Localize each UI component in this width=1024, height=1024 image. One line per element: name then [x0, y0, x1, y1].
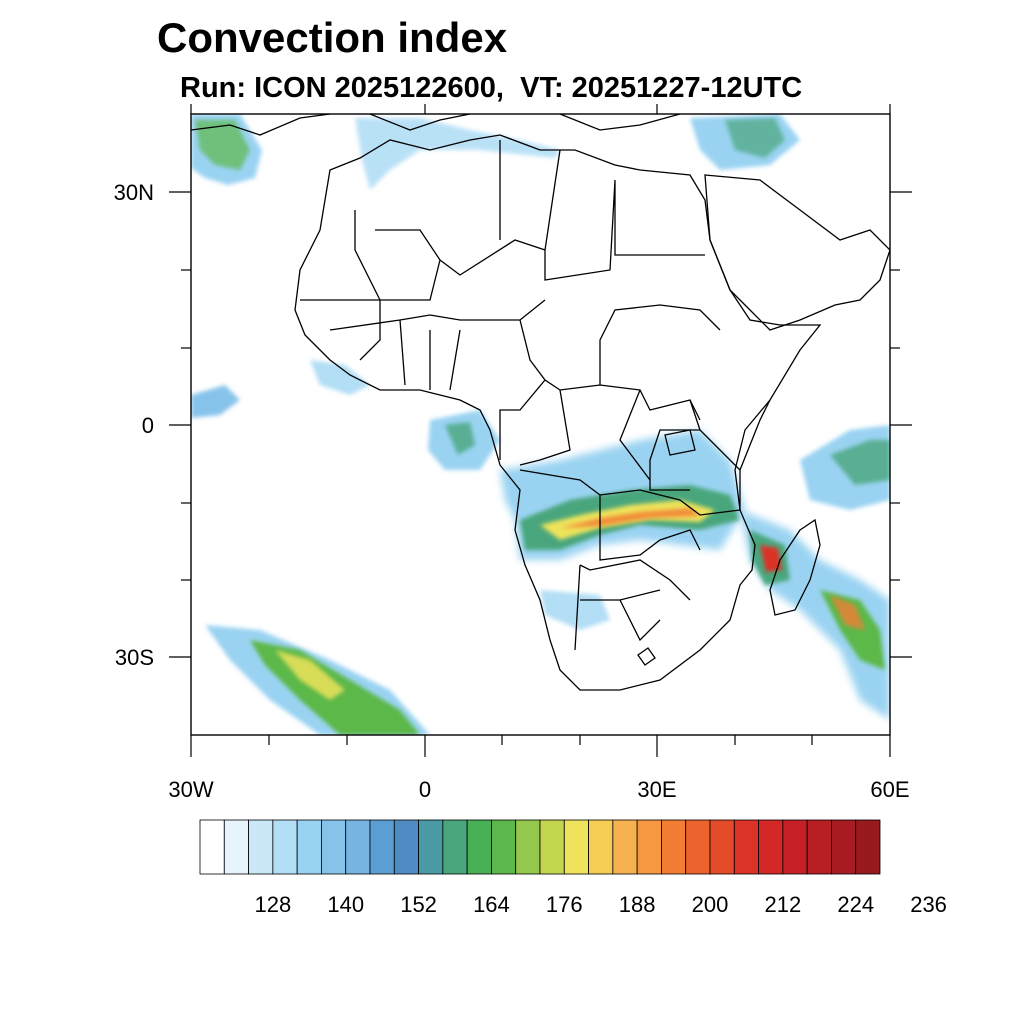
colorbar-swatch — [539, 819, 565, 875]
colorbar-label: 176 — [546, 892, 583, 917]
colorbar-label: 164 — [473, 892, 510, 917]
lat-label-30s: 30S — [115, 645, 154, 670]
colorbar-swatch — [223, 819, 249, 875]
colorbar-swatch — [199, 819, 225, 875]
colorbar-swatch — [491, 819, 517, 875]
field-sw-atlantic-yellow — [275, 650, 345, 700]
field-madagascar-east-core — [830, 595, 865, 630]
lon-label-60e: 60E — [870, 777, 909, 802]
coast-europe — [191, 114, 681, 136]
field-band-orange — [560, 508, 700, 528]
colorbar-swatch — [369, 819, 395, 875]
colorbar-swatch — [685, 819, 711, 875]
colorbar-swatch — [248, 819, 274, 875]
coast-africa — [294, 134, 822, 691]
lon-label-30e: 30E — [637, 777, 676, 802]
colorbar-swatch — [733, 819, 759, 875]
colorbar-swatch — [661, 819, 687, 875]
field-eastern-med-core — [725, 118, 785, 158]
colorbar-label: 224 — [837, 892, 874, 917]
field-gulf-guinea-core — [445, 422, 475, 455]
lake-victoria — [664, 429, 696, 456]
colorbar-swatch — [612, 819, 638, 875]
colorbar-swatch — [758, 819, 784, 875]
coast-arabia — [704, 174, 890, 331]
colorbar-swatch — [709, 819, 735, 875]
borders-north-africa — [354, 140, 705, 301]
colorbar-swatch — [515, 819, 541, 875]
borders-west-africa — [300, 299, 546, 391]
colorbar-label: 212 — [764, 892, 801, 917]
colorbar-label: 236 — [910, 892, 947, 917]
colorbar-swatch — [806, 819, 832, 875]
colorbar-label: 140 — [327, 892, 364, 917]
colorbar-labels: 128 140 152 164 176 188 200 212 224 236 — [254, 892, 946, 917]
field-west-africa-coast — [310, 360, 370, 395]
colorbar-swatch — [442, 819, 468, 875]
colorbar-swatch — [855, 819, 881, 875]
lon-label-30w: 30W — [168, 777, 213, 802]
field-mozambique-red — [760, 545, 782, 572]
colorbar-swatch — [636, 819, 662, 875]
chart-subtitle: Run: ICON 2025122600, VT: 20251227-12UTC — [180, 72, 803, 104]
colorbar-swatch — [345, 819, 371, 875]
colorbar-label: 200 — [692, 892, 729, 917]
field-madagascar-east — [820, 590, 885, 670]
field-south-africa — [540, 590, 610, 630]
colorbar-swatch — [418, 819, 444, 875]
colorbar-swatch — [296, 819, 322, 875]
colorbar-swatch — [588, 819, 614, 875]
map-outlines — [191, 114, 890, 691]
field-atlantic-eq — [191, 385, 240, 418]
colorbar-swatch — [563, 819, 589, 875]
colorbar-swatch — [321, 819, 347, 875]
borders-east-africa — [649, 399, 771, 510]
borders-southern-africa — [519, 469, 741, 651]
field-nw-core — [195, 120, 250, 170]
lon-label-0: 0 — [419, 777, 431, 802]
colorbar-swatch — [393, 819, 419, 875]
colorbar-label: 152 — [400, 892, 437, 917]
field-mediterranean — [355, 118, 560, 190]
colorbar-swatch — [272, 819, 298, 875]
colorbar-swatch — [466, 819, 492, 875]
colorbar-label: 188 — [619, 892, 656, 917]
chart-title: Convection index — [157, 14, 508, 61]
border-lesotho — [637, 647, 656, 666]
map-frame — [190, 113, 891, 736]
colorbar-swatch — [782, 819, 808, 875]
colorbar-swatch — [831, 819, 857, 875]
lat-label-equator: 0 — [142, 413, 154, 438]
colorbar — [199, 819, 881, 875]
lat-label-30n: 30N — [114, 180, 154, 205]
colorbar-label: 128 — [254, 892, 291, 917]
map-ticks — [169, 104, 912, 757]
convection-field — [191, 114, 890, 735]
coast-madagascar — [769, 518, 821, 616]
field-indian-ocean-core — [830, 440, 890, 485]
borders-central-africa — [499, 304, 721, 481]
